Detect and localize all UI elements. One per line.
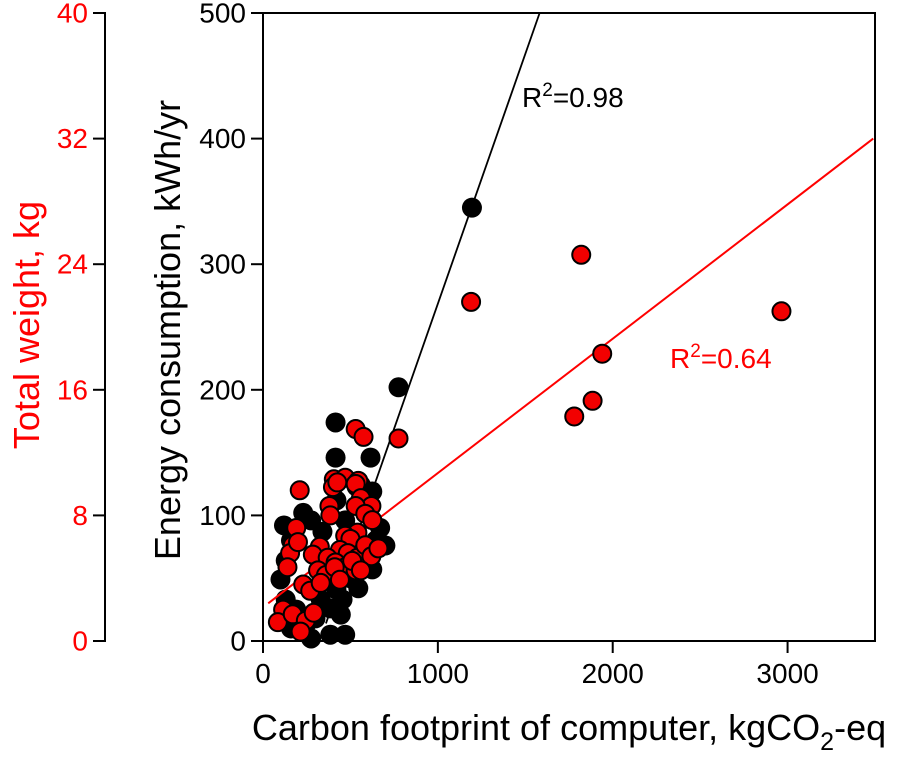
r-squared-red-value: =0.64 bbox=[700, 343, 772, 374]
data-point-weight bbox=[771, 301, 792, 322]
data-point-weight bbox=[290, 621, 311, 642]
r-squared-red-exponent: 2 bbox=[690, 341, 701, 362]
x-axis-tick-label: 3000 bbox=[756, 658, 818, 689]
weight-axis-tick-label: 24 bbox=[57, 249, 88, 280]
energy-axis-tick-label: 500 bbox=[199, 0, 246, 29]
data-point-weight bbox=[388, 428, 409, 449]
data-point-energy bbox=[360, 447, 381, 468]
r-squared-label-black: R2=0.98 bbox=[522, 80, 624, 114]
data-point-weight bbox=[320, 505, 341, 526]
plot-box bbox=[262, 12, 876, 642]
x-axis-title: Carbon footprint of computer, kgCO2-eq bbox=[251, 707, 887, 755]
data-point-weight bbox=[329, 569, 350, 590]
data-point-weight bbox=[368, 538, 389, 559]
weight-axis-tick-label: 8 bbox=[72, 500, 88, 531]
r-squared-red-base: R bbox=[670, 343, 691, 374]
energy-axis-tick-label: 0 bbox=[230, 626, 246, 657]
data-point-energy bbox=[325, 412, 346, 433]
data-point-weight bbox=[564, 406, 585, 427]
weight-axis-tick-label: 0 bbox=[72, 626, 88, 657]
data-point-weight bbox=[303, 602, 324, 623]
weight-axis-title: Total weight, kg bbox=[6, 200, 47, 450]
x-axis-tick-label: 1000 bbox=[407, 658, 469, 689]
r-squared-black-value: =0.98 bbox=[552, 82, 624, 113]
x-axis-title-subscript: 2 bbox=[820, 728, 835, 756]
weight-axis-tick-label: 40 bbox=[57, 0, 88, 29]
r-squared-label-red: R2=0.64 bbox=[670, 341, 772, 375]
data-point-weight bbox=[571, 244, 592, 265]
data-point-weight bbox=[582, 390, 603, 411]
weight-axis-tick-label: 16 bbox=[57, 374, 88, 405]
x-axis-tick-label: 0 bbox=[255, 658, 271, 689]
data-point-energy bbox=[332, 589, 353, 610]
energy-axis-tick-label: 200 bbox=[199, 374, 246, 405]
data-point-weight bbox=[277, 557, 298, 578]
data-point-energy bbox=[325, 447, 346, 468]
data-point-energy bbox=[330, 604, 351, 625]
weight-axis-tick-label: 32 bbox=[57, 123, 88, 154]
data-point-energy bbox=[348, 578, 369, 599]
energy-axis-title: Energy consumption, kWh/yr bbox=[147, 99, 188, 561]
energy-axis-tick-label: 100 bbox=[199, 500, 246, 531]
data-point-energy bbox=[335, 624, 356, 645]
data-point-weight bbox=[310, 572, 331, 593]
data-point-weight bbox=[289, 480, 310, 501]
data-point-weight bbox=[461, 291, 482, 312]
r-squared-black-base: R bbox=[522, 82, 543, 113]
data-point-energy bbox=[320, 624, 341, 645]
data-point-weight bbox=[327, 472, 348, 493]
data-point-weight bbox=[287, 532, 308, 553]
x-axis-title-main: Carbon footprint of computer, kgCO bbox=[251, 707, 821, 748]
data-point-weight bbox=[362, 510, 383, 531]
x-axis-title-suffix: -eq bbox=[834, 707, 887, 748]
data-point-weight bbox=[350, 560, 371, 581]
data-point-energy bbox=[388, 377, 409, 398]
data-point-energy bbox=[301, 510, 322, 531]
data-point-weight bbox=[592, 343, 613, 364]
x-axis-tick-label: 2000 bbox=[582, 658, 644, 689]
r-squared-black-exponent: 2 bbox=[542, 80, 553, 101]
data-point-weight bbox=[353, 426, 374, 447]
energy-axis-tick-label: 400 bbox=[199, 123, 246, 154]
energy-axis-tick-label: 300 bbox=[199, 249, 246, 280]
